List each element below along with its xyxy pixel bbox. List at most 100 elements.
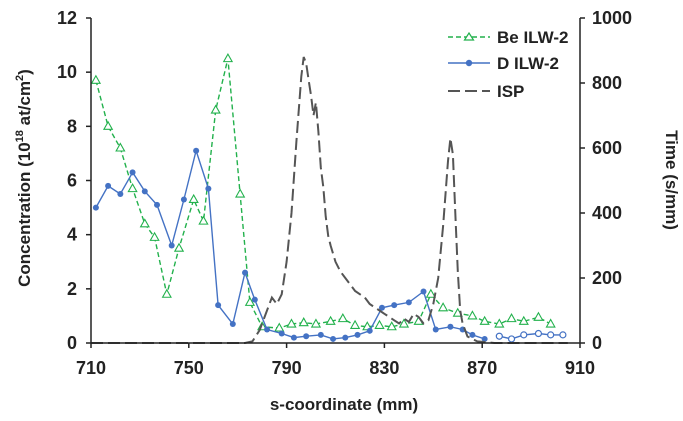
data-point-be-ilw-2 xyxy=(286,318,297,328)
data-point-d-ilw-2 xyxy=(92,204,99,211)
data-point-be-ilw-2 xyxy=(349,319,361,329)
y-axis-title-left-part: Concentration (10 xyxy=(15,142,34,287)
data-point-be-ilw-2 xyxy=(325,315,336,325)
data-point-d-ilw-2-open xyxy=(547,331,555,339)
data-point-d-ilw-2 xyxy=(141,188,148,195)
data-point-be-ilw-2 xyxy=(437,302,449,312)
data-point-d-ilw-2 xyxy=(303,333,310,340)
data-point-be-ilw-2 xyxy=(310,318,322,328)
y-left-tick-label: 8 xyxy=(67,116,77,136)
data-point-be-ilw-2 xyxy=(198,215,209,225)
data-point-d-ilw-2 xyxy=(205,185,212,192)
y-right-tick-label: 800 xyxy=(592,73,622,93)
data-point-d-ilw-2 xyxy=(342,334,349,341)
data-point-be-ilw-2 xyxy=(235,188,246,198)
x-tick-label: 870 xyxy=(467,358,497,378)
data-point-be-ilw-2 xyxy=(127,182,138,193)
data-point-d-ilw-2-open xyxy=(507,335,516,343)
y-right-tick-label: 600 xyxy=(592,138,622,158)
data-point-be-ilw-2 xyxy=(398,318,410,328)
data-point-d-ilw-2 xyxy=(154,201,161,208)
data-point-d-ilw-2 xyxy=(180,196,187,203)
y-right-tick-label: 400 xyxy=(592,203,622,223)
data-point-d-ilw-2 xyxy=(242,269,249,276)
data-point-be-ilw-2 xyxy=(274,322,285,332)
legend-marker-be-ilw-2 xyxy=(463,31,475,41)
data-point-be-ilw-2 xyxy=(298,317,309,327)
data-point-be-ilw-2 xyxy=(386,321,397,331)
data-point-d-ilw-2 xyxy=(215,302,222,309)
data-point-d-ilw-2 xyxy=(193,147,200,154)
data-point-d-ilw-2 xyxy=(129,169,136,176)
data-point-be-ilw-2 xyxy=(90,74,102,84)
x-tick-label: 710 xyxy=(76,358,106,378)
data-point-be-ilw-2 xyxy=(506,312,517,323)
data-point-d-ilw-2 xyxy=(278,330,285,337)
data-point-d-ilw-2 xyxy=(366,327,373,334)
data-point-be-ilw-2 xyxy=(374,319,385,329)
data-point-be-ilw-2 xyxy=(222,52,234,63)
x-axis-title: s-coordinate (mm) xyxy=(270,395,418,414)
data-point-d-ilw-2-open xyxy=(534,329,543,338)
data-point-d-ilw-2 xyxy=(168,242,175,249)
y-axis-title-left-part: at/cm xyxy=(15,81,34,130)
data-point-be-ilw-2 xyxy=(149,231,160,241)
data-point-be-ilw-2 xyxy=(102,120,114,130)
data-point-be-ilw-2 xyxy=(479,315,490,325)
data-point-be-ilw-2 xyxy=(337,312,348,323)
data-point-be-ilw-2 xyxy=(467,310,478,320)
y-left-tick-label: 2 xyxy=(67,279,77,299)
data-point-d-ilw-2 xyxy=(317,331,324,338)
y-left-tick-label: 10 xyxy=(57,62,77,82)
data-point-d-ilw-2 xyxy=(405,299,412,306)
y-axis-title-left-part: ) xyxy=(15,69,34,75)
data-point-be-ilw-2 xyxy=(210,104,221,114)
legend-label-d-ilw-2: D ILW-2 xyxy=(497,54,559,73)
y-right-tick-label: 200 xyxy=(592,268,622,288)
data-point-be-ilw-2 xyxy=(173,242,185,252)
data-point-d-ilw-2 xyxy=(117,191,124,198)
data-point-be-ilw-2 xyxy=(244,296,256,306)
y-axis-title-right: Time (s/mm) xyxy=(662,130,681,230)
data-point-d-ilw-2 xyxy=(290,334,297,341)
y-axis-title-left: Concentration (1018 at/cm2) xyxy=(14,69,34,287)
data-point-be-ilw-2 xyxy=(161,288,172,298)
data-point-d-ilw-2 xyxy=(420,288,427,295)
y-left-tick-label: 6 xyxy=(67,171,77,191)
data-point-be-ilw-2 xyxy=(115,142,126,152)
axes-layer: 710 750 790 830 870 910 0 2 4 6 8 10 12 0 200 400 600 800… xyxy=(57,8,632,378)
data-point-d-ilw-2 xyxy=(105,182,112,189)
x-tick-label: 790 xyxy=(272,358,302,378)
data-point-be-ilw-2 xyxy=(533,311,544,321)
data-point-d-ilw-2-open xyxy=(520,331,528,339)
y-right-tick-label: 1000 xyxy=(592,8,632,28)
data-point-be-ilw-2 xyxy=(188,193,199,204)
data-point-d-ilw-2 xyxy=(432,326,439,333)
y-axis-title-left-superscript: 18 xyxy=(14,130,26,142)
data-point-d-ilw-2-open xyxy=(495,332,503,340)
data-point-d-ilw-2 xyxy=(391,302,398,309)
data-point-d-ilw-2 xyxy=(251,296,258,303)
data-point-be-ilw-2 xyxy=(494,318,505,328)
legend-marker-d-ilw-2 xyxy=(465,59,473,67)
data-point-be-ilw-2 xyxy=(139,218,150,228)
legend: Be ILW-2 D ILW-2 ISP xyxy=(448,28,568,101)
y-left-tick-label: 0 xyxy=(67,333,77,353)
data-point-d-ilw-2-open xyxy=(559,331,567,339)
x-tick-label: 830 xyxy=(369,358,399,378)
data-point-d-ilw-2 xyxy=(481,335,488,342)
y-left-tick-label: 12 xyxy=(57,8,77,28)
series-line-d-ilw-2 xyxy=(95,148,485,340)
y-right-tick-label: 0 xyxy=(592,333,602,353)
data-point-be-ilw-2 xyxy=(425,288,436,298)
legend-label-be-ilw-2: Be ILW-2 xyxy=(497,28,568,47)
data-point-d-ilw-2 xyxy=(264,326,271,333)
y-left-tick-label: 4 xyxy=(67,225,77,245)
data-point-d-ilw-2 xyxy=(330,335,337,342)
data-point-d-ilw-2 xyxy=(229,321,236,328)
data-point-d-ilw-2 xyxy=(378,304,385,311)
x-tick-label: 750 xyxy=(174,358,204,378)
data-point-d-ilw-2 xyxy=(469,331,476,338)
